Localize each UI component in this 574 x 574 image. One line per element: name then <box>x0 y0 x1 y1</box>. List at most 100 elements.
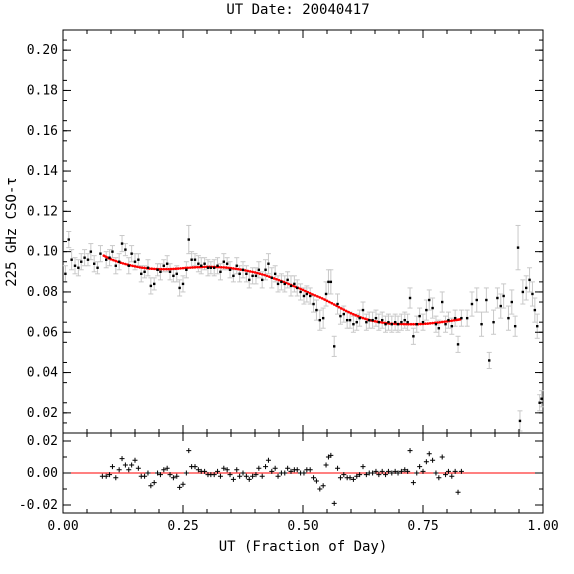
data-point <box>124 248 127 251</box>
y-tick-label: 0.14 <box>27 164 58 179</box>
data-point <box>133 260 137 263</box>
residual-y-tick-label: 0.00 <box>27 466 58 481</box>
fit-point <box>263 273 266 277</box>
data-point <box>309 294 312 298</box>
fit-point <box>167 267 170 271</box>
y-tick-label: 0.12 <box>27 204 58 219</box>
fit-point <box>143 266 146 270</box>
data-point <box>178 286 181 290</box>
residual-point <box>109 464 115 470</box>
residual-point <box>234 467 240 473</box>
data-point <box>130 252 133 255</box>
data-point <box>248 278 251 282</box>
residual-point <box>230 476 236 482</box>
residual-point <box>174 473 180 479</box>
residual-point <box>243 473 249 479</box>
residual-point <box>256 465 262 471</box>
data-point <box>273 272 277 276</box>
fit-point <box>234 267 238 271</box>
fit-point <box>131 264 134 268</box>
data-point <box>120 242 124 245</box>
fit-point <box>179 267 182 270</box>
fit-point <box>275 278 278 281</box>
residual-point <box>126 467 132 473</box>
residual-point <box>269 468 275 474</box>
data-point <box>70 258 73 261</box>
data-point <box>434 322 438 326</box>
fit-point <box>222 266 226 269</box>
residual-point <box>323 462 329 468</box>
fit-point <box>150 267 154 271</box>
fit-point <box>251 270 254 274</box>
residual-point <box>335 465 341 471</box>
data-point <box>146 266 150 269</box>
residual-point <box>170 475 176 481</box>
fit-point <box>450 319 454 322</box>
residual-point <box>132 457 138 463</box>
fit-point <box>440 320 444 324</box>
residual-point <box>443 472 449 478</box>
data-point <box>206 266 210 269</box>
data-point <box>296 286 299 290</box>
data-point <box>283 282 286 286</box>
fit-point <box>313 294 317 297</box>
fit-point <box>227 266 230 270</box>
data-point <box>127 264 130 267</box>
fit-point <box>114 259 118 263</box>
residual-point <box>389 470 395 476</box>
residual-point <box>301 470 307 476</box>
data-point <box>219 270 222 273</box>
residual-point <box>250 473 256 479</box>
data-point <box>89 250 93 253</box>
residual-point <box>157 472 163 478</box>
data-point <box>86 258 90 261</box>
fit-point <box>354 314 358 317</box>
data-point <box>465 316 469 320</box>
data-point <box>518 419 522 423</box>
fit-point <box>452 319 456 322</box>
data-point <box>312 302 315 306</box>
residual-point <box>392 468 398 474</box>
fit-point <box>162 267 166 271</box>
data-point <box>305 292 309 296</box>
data-point <box>197 262 200 265</box>
residual-point <box>224 467 230 473</box>
residual-point <box>458 468 464 474</box>
y-tick-label: 0.08 <box>27 285 58 300</box>
residual-point <box>405 468 411 474</box>
fit-point <box>138 266 142 269</box>
fit-point <box>404 322 408 326</box>
residual-point <box>217 473 223 479</box>
residual-point <box>436 475 442 481</box>
data-point <box>368 318 371 322</box>
data-point <box>374 316 378 320</box>
residual-point <box>449 473 455 479</box>
residual-point <box>195 467 201 473</box>
residual-point <box>294 467 300 473</box>
residual-point <box>215 468 221 474</box>
data-point <box>377 320 381 324</box>
fit-point <box>431 321 434 325</box>
data-point <box>361 308 365 312</box>
chart-title: UT Date: 20040417 <box>226 2 369 18</box>
data-point <box>105 258 108 261</box>
fit-point <box>332 303 336 306</box>
residual-point <box>253 472 259 478</box>
residual-point <box>135 465 141 471</box>
data-point <box>418 314 421 318</box>
data-point <box>175 272 178 276</box>
data-point <box>355 320 358 324</box>
fit-point <box>224 266 228 269</box>
y-tick-label: 0.20 <box>27 43 58 58</box>
data-point <box>96 266 99 269</box>
fit-point <box>344 309 348 313</box>
residual-point <box>142 473 148 479</box>
x-axis-ticks: 0.00 0.25 0.50 0.75 1.00 <box>47 30 559 534</box>
data-point <box>117 260 121 263</box>
residual-point <box>433 470 439 476</box>
data-point <box>533 308 537 312</box>
fit-point <box>172 267 175 271</box>
fit-point <box>342 308 346 311</box>
data-point <box>254 274 258 278</box>
residual-point <box>227 472 233 478</box>
